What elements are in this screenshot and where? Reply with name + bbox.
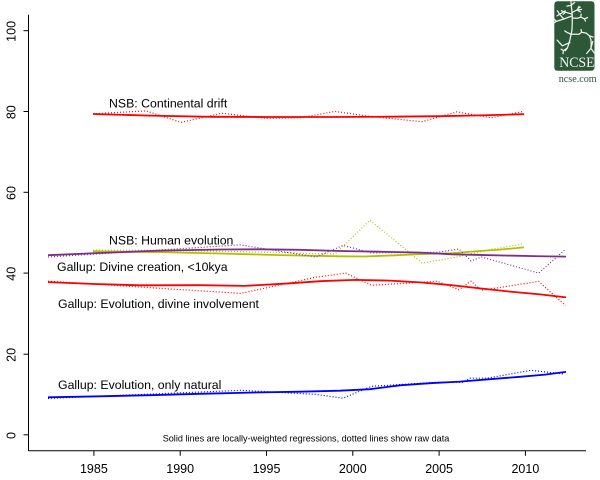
- svg-text:NSB: Continental drift: NSB: Continental drift: [109, 97, 228, 111]
- svg-text:60: 60: [5, 186, 19, 200]
- svg-text:Solid lines are locally-weight: Solid lines are locally-weighted regress…: [163, 434, 451, 444]
- svg-text:2010: 2010: [511, 462, 539, 476]
- svg-text:1995: 1995: [253, 462, 281, 476]
- svg-text:NSB: Human evolution: NSB: Human evolution: [109, 234, 234, 248]
- svg-text:0: 0: [5, 432, 19, 439]
- svg-text:NCSE: NCSE: [559, 55, 594, 71]
- svg-text:20: 20: [5, 348, 19, 362]
- svg-text:ncse.com: ncse.com: [559, 74, 597, 85]
- svg-text:2000: 2000: [339, 462, 367, 476]
- svg-text:Gallup: Evolution, only natura: Gallup: Evolution, only natural: [58, 378, 221, 392]
- svg-text:1985: 1985: [80, 462, 108, 476]
- svg-text:100: 100: [5, 21, 19, 42]
- svg-text:Gallup: Divine creation, <10ky: Gallup: Divine creation, <10kya: [57, 260, 228, 274]
- svg-text:Gallup: Evolution, divine invo: Gallup: Evolution, divine involvement: [58, 297, 260, 311]
- svg-text:2005: 2005: [425, 462, 453, 476]
- svg-text:1990: 1990: [166, 462, 194, 476]
- svg-text:40: 40: [5, 267, 19, 281]
- svg-text:80: 80: [5, 105, 19, 119]
